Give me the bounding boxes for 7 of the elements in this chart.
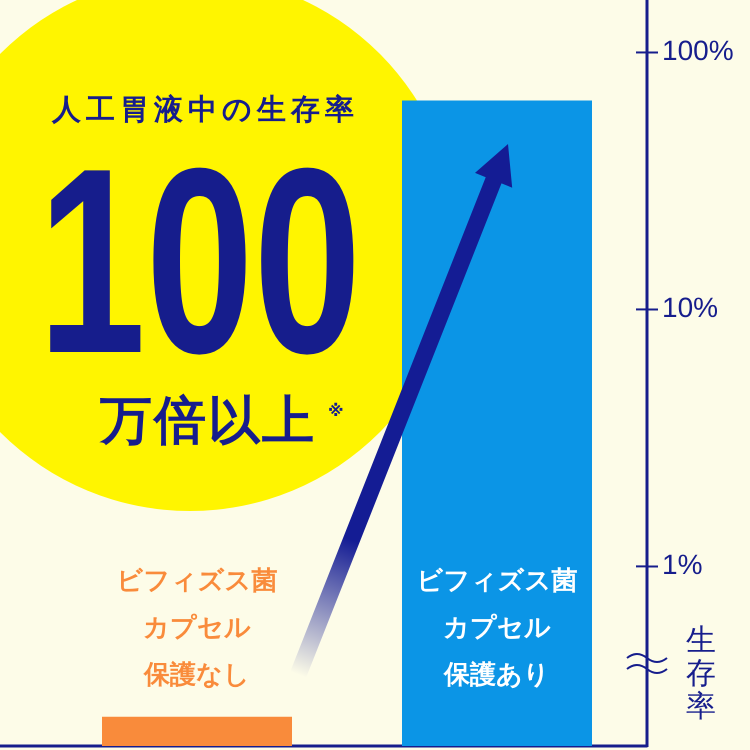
x-tick-label: ビフィズス菌カプセル保護なし: [116, 565, 278, 690]
y-axis-title: 生存率: [686, 624, 716, 723]
x-tick-label: ビフィズス菌カプセル保護あり: [416, 565, 578, 690]
y-tick-label: 10%: [662, 292, 718, 324]
annotation: 万倍以上$^{※}$: [100, 392, 346, 450]
y-tick-label: 100%: [662, 35, 734, 66]
y-tick-label: 1%: [662, 549, 702, 580]
